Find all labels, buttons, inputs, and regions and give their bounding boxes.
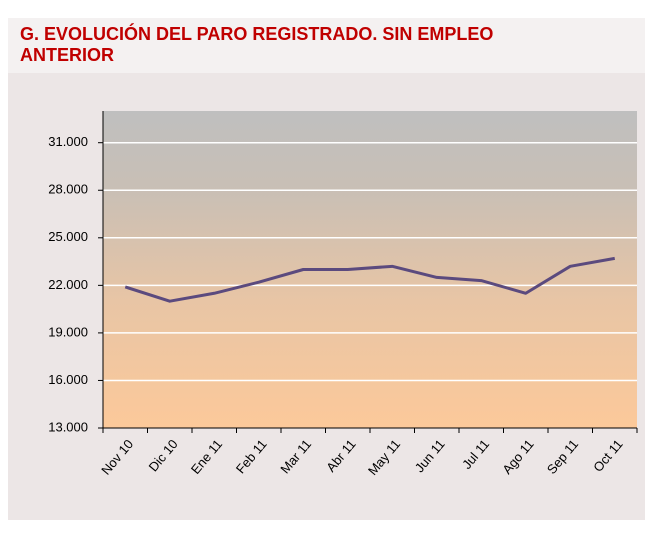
chart-title: G. EVOLUCIÓN DEL PARO REGISTRADO. SIN EM… <box>20 23 493 65</box>
series-line <box>124 256 616 303</box>
plot-area <box>103 111 637 428</box>
y-tick-label: 22.000 <box>48 277 88 292</box>
y-tick-label: 31.000 <box>48 134 88 149</box>
y-tick-label: 25.000 <box>48 229 88 244</box>
y-tick-label: 19.000 <box>48 324 88 339</box>
y-tick-label: 28.000 <box>48 182 88 197</box>
y-tick-label: 16.000 <box>48 372 88 387</box>
title-box <box>8 18 645 73</box>
y-tick-label: 13.000 <box>48 419 88 434</box>
